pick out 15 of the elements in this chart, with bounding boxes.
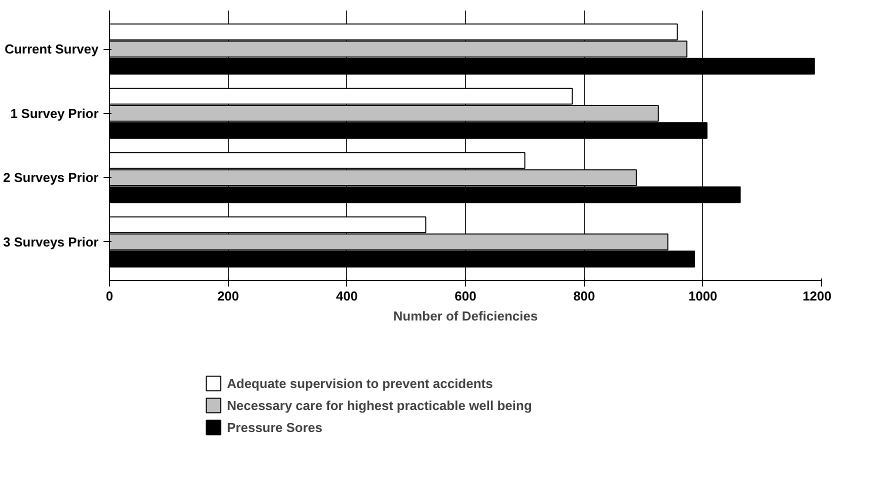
- x-tick-label: 600: [454, 288, 476, 304]
- x-tick-label: 1000: [688, 288, 718, 304]
- legend-label: Adequate supervision to prevent accidents: [227, 376, 493, 390]
- y-tick-label: Current Survey: [4, 42, 100, 57]
- x-tick-label: 200: [217, 288, 240, 304]
- legend-label: Pressure Sores: [227, 420, 322, 434]
- y-tick-label: 2 Surveys Prior: [3, 170, 99, 186]
- y-tick-label: 1 Survey Prior: [10, 106, 98, 121]
- legend-label: Necessary care for highest practicable well being: [227, 398, 532, 412]
- x-tick-label: 800: [573, 288, 596, 304]
- y-tick-label: 3 Surveys Prior: [3, 234, 99, 250]
- x-tick-label: 0: [106, 288, 114, 304]
- x-axis-title: Number of Deficiencies: [393, 308, 538, 324]
- x-tick-label: 1200: [802, 288, 832, 304]
- x-tick-label: 400: [336, 288, 358, 304]
